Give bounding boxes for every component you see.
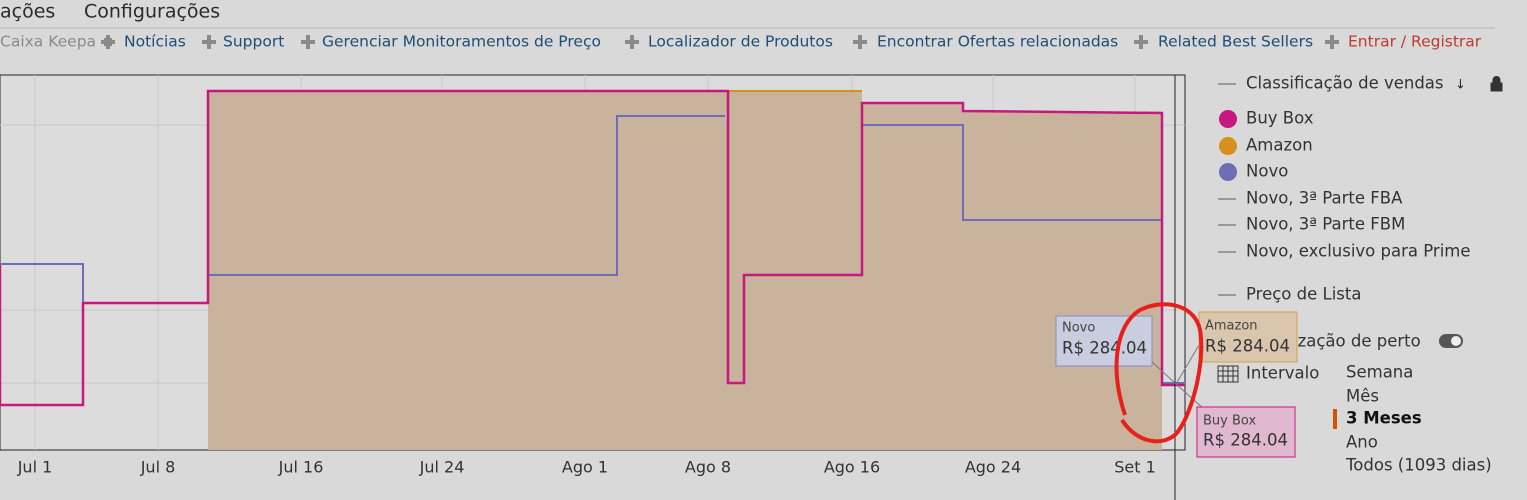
x-tick-label: Jul 8 <box>140 458 176 477</box>
menu-item[interactable]: Configurações <box>84 1 220 23</box>
x-tick-label: Ago 16 <box>824 458 880 477</box>
amazon-area <box>208 91 1162 450</box>
legend-item[interactable]: Novo, exclusivo para Prime <box>1246 242 1471 261</box>
chart: Jul 1 Jul 8 Jul 16 Jul 24 Ago 1 Ago 8 Ag… <box>0 74 1206 500</box>
nav-link[interactable]: Caixa Keepa <box>0 33 96 51</box>
range-indicator <box>1333 409 1337 429</box>
sort-icon: ↓ <box>1455 78 1466 93</box>
x-tick-label: Ago 1 <box>562 458 608 477</box>
x-tick-label: Jul 16 <box>278 458 324 477</box>
tooltip-name: Novo <box>1062 321 1095 336</box>
legend-item[interactable]: Buy Box <box>1246 109 1314 128</box>
legend-item[interactable]: Amazon <box>1246 136 1313 155</box>
legend-item[interactable]: Novo, 3ª Parte FBM <box>1246 215 1405 234</box>
tooltip-value: R$ 284.04 <box>1205 337 1290 356</box>
nav-link[interactable]: Gerenciar Monitoramentos de Preço <box>322 33 601 51</box>
menu-item[interactable]: ações <box>0 1 55 23</box>
tooltip: Amazon R$ 284.04 <box>1198 311 1298 363</box>
legend: Classificação de vendas ↓ Buy Box Amazon… <box>1217 74 1503 475</box>
nav-link[interactable]: Entrar / Registrar <box>1348 33 1482 51</box>
range-option[interactable]: Ano <box>1346 433 1378 452</box>
annotation-circle <box>1114 302 1204 444</box>
buybox-line <box>0 89 1185 407</box>
legend-item[interactable]: Classificação de vendas <box>1246 74 1444 93</box>
x-tick-label: Jul 24 <box>419 458 465 477</box>
nav-link[interactable]: Related Best Sellers <box>1158 33 1313 51</box>
tooltip-pointer <box>1149 339 1206 411</box>
range-option[interactable]: Semana <box>1346 363 1413 382</box>
nav-bar: Caixa Keepa Notícias Support Gerenciar M… <box>0 33 1482 51</box>
legend-item[interactable]: Preço de Lista <box>1246 285 1361 304</box>
x-tick-label: Ago 24 <box>965 458 1021 477</box>
x-tick-label: Ago 8 <box>685 458 731 477</box>
range-option[interactable]: Todos (1093 dias) <box>1345 456 1492 475</box>
range-option[interactable]: 3 Meses <box>1346 409 1422 428</box>
tooltip: Buy Box R$ 284.04 <box>1196 406 1296 458</box>
nav-link[interactable]: Notícias <box>124 33 186 51</box>
separators <box>101 35 1339 49</box>
nav-link[interactable]: Encontrar Ofertas relacionadas <box>877 33 1118 51</box>
close-view-label: ização de perto <box>1293 332 1421 351</box>
range-label: Intervalo <box>1246 364 1319 383</box>
tooltip-value: R$ 284.04 <box>1203 431 1288 450</box>
tooltip-name: Amazon <box>1205 319 1258 334</box>
lock-icon <box>1490 76 1503 92</box>
legend-item[interactable]: Novo <box>1246 162 1288 181</box>
nav-link[interactable]: Support <box>223 33 284 51</box>
legend-item[interactable]: Novo, 3ª Parte FBA <box>1246 189 1403 208</box>
tooltip-value: R$ 284.04 <box>1062 339 1147 358</box>
range-option[interactable]: Mês <box>1346 387 1379 406</box>
calendar-icon <box>1217 365 1239 383</box>
x-tick-label: Jul 1 <box>17 458 53 477</box>
x-tick-label: Set 1 <box>1114 458 1156 477</box>
nav-link[interactable]: Localizador de Produtos <box>648 33 833 51</box>
tooltip-name: Buy Box <box>1203 414 1256 429</box>
tooltip: Novo R$ 284.04 <box>1055 315 1153 367</box>
